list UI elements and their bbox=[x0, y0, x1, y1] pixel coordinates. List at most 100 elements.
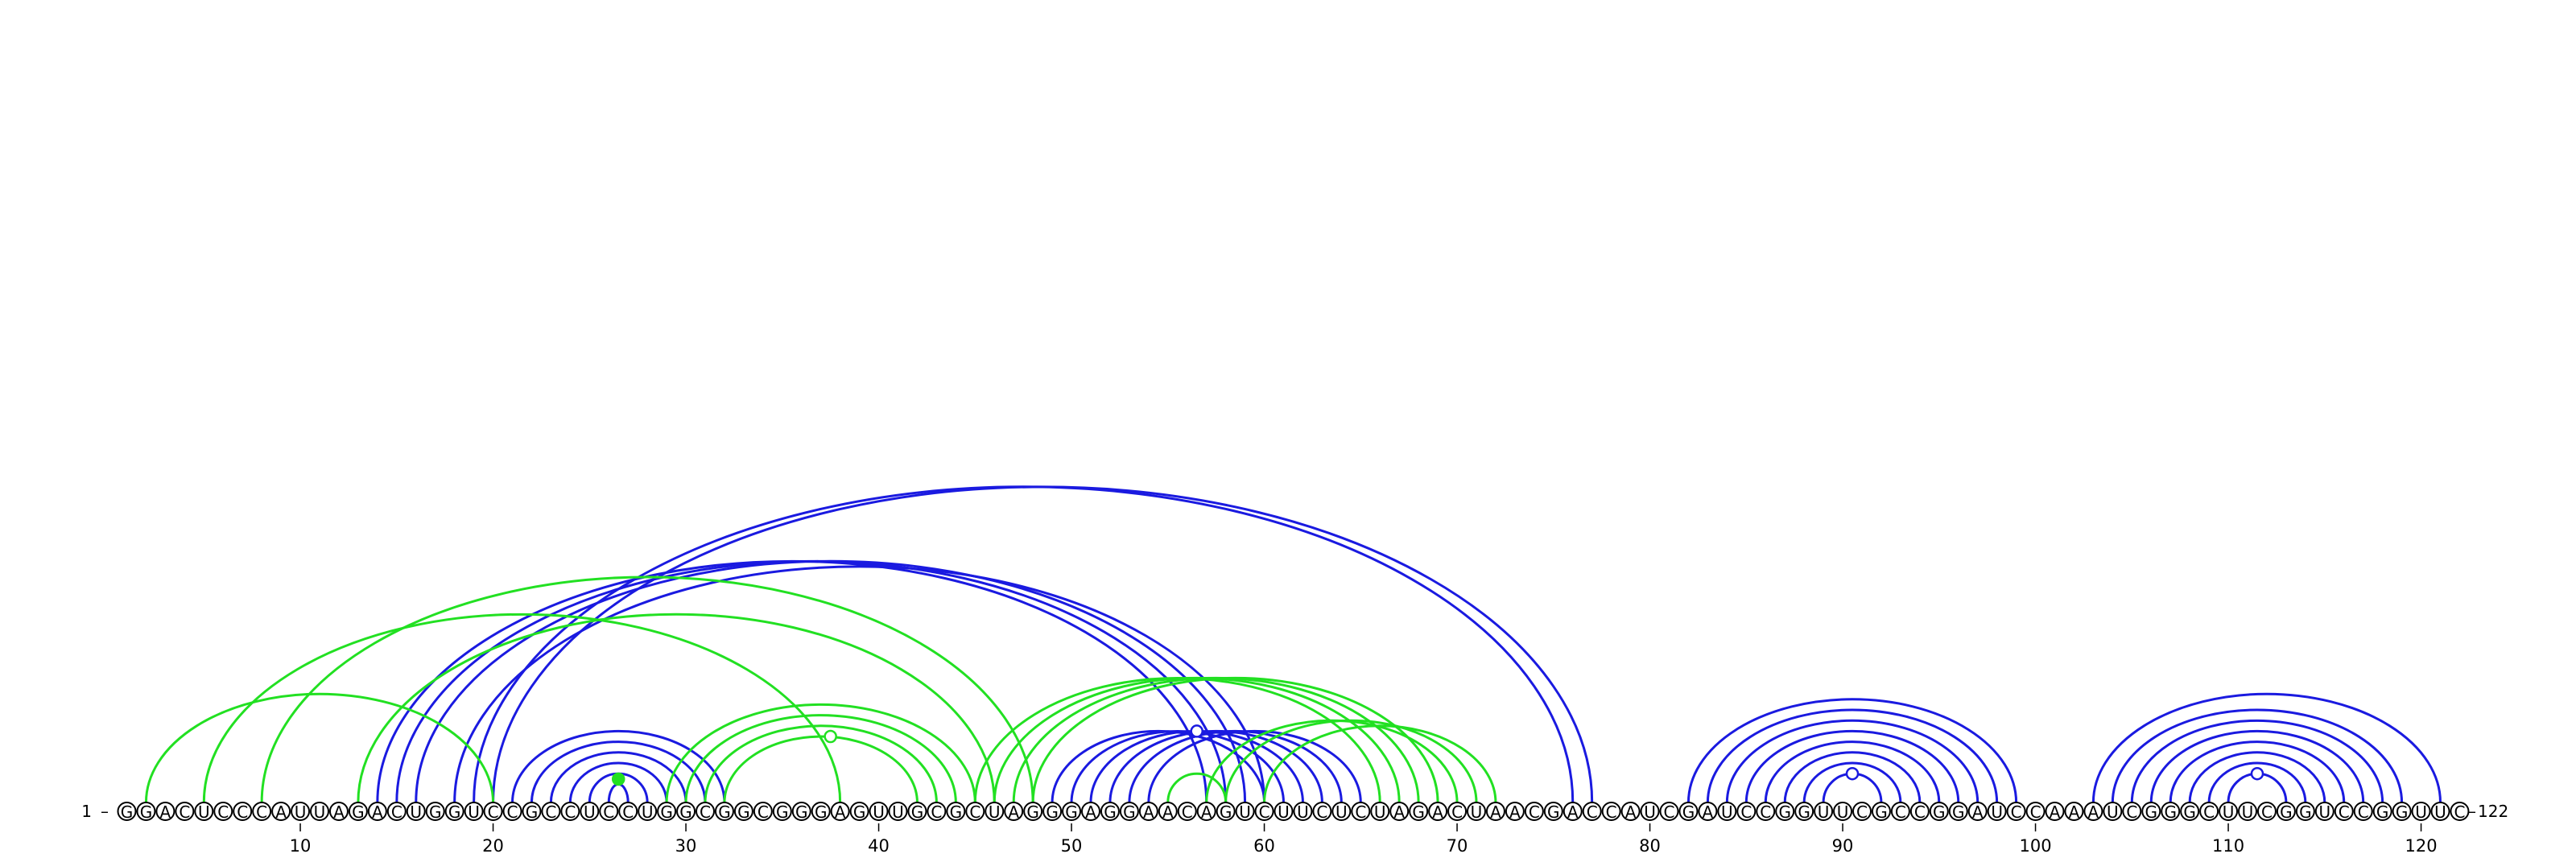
nucleotide-circle bbox=[733, 802, 753, 821]
nucleotide-letter: A bbox=[1162, 802, 1174, 822]
nucleotide-circle bbox=[425, 802, 445, 821]
nucleotide-letter: A bbox=[1703, 802, 1714, 822]
nucleotide-circle bbox=[1833, 802, 1853, 821]
nucleotide-circle bbox=[1871, 802, 1891, 821]
blue-arc-marker bbox=[1845, 766, 1860, 781]
nucleotide-letter: U bbox=[410, 802, 422, 822]
nucleotide-circle bbox=[1775, 802, 1795, 821]
blue-arc bbox=[1051, 729, 1266, 803]
nucleotide-letter: U bbox=[1721, 802, 1733, 822]
nucleotide-circle bbox=[1620, 802, 1641, 821]
nucleotide-letter: C bbox=[2030, 802, 2041, 822]
nucleotide-letter: C bbox=[179, 802, 190, 822]
nucleotide-letter: G bbox=[121, 802, 134, 822]
nucleotide-circle bbox=[830, 802, 850, 821]
nucleotide-circle bbox=[155, 802, 175, 821]
nucleotide-letter: U bbox=[198, 802, 210, 822]
nucleotide-letter: U bbox=[1837, 802, 1849, 822]
nucleotide-circle bbox=[946, 802, 966, 821]
nucleotide-circle bbox=[175, 802, 195, 821]
arc-markers bbox=[611, 724, 2264, 786]
nucleotide-letter: G bbox=[1046, 802, 1059, 822]
nucleotide-letter: G bbox=[1026, 802, 1039, 822]
nucleotide-circle bbox=[811, 802, 831, 821]
nucleotide-letter: C bbox=[237, 802, 248, 822]
nucleotide-letter: A bbox=[333, 802, 345, 822]
nucleotide-letter: A bbox=[1008, 802, 1019, 822]
nucleotide-letter: U bbox=[2318, 802, 2330, 822]
nucleotide-circle bbox=[1119, 802, 1139, 821]
blue-arc bbox=[2091, 692, 2442, 803]
nucleotide-circle bbox=[1042, 802, 1063, 821]
nucleotide-circle bbox=[386, 802, 407, 821]
blue-arc bbox=[1744, 729, 1960, 803]
nucleotide-letter: G bbox=[1798, 802, 1810, 822]
nucleotide-circle bbox=[1563, 802, 1583, 821]
nucleotide-circle bbox=[1235, 802, 1255, 821]
nucleotide-letter: G bbox=[2299, 802, 2312, 822]
nucleotide-circle bbox=[696, 802, 715, 821]
nucleotide-circle bbox=[252, 802, 272, 821]
blue-arc bbox=[1783, 751, 1922, 803]
nucleotide-circle bbox=[1659, 802, 1679, 821]
nucleotide-circle bbox=[2392, 802, 2412, 821]
nucleotide-circle bbox=[1062, 802, 1082, 821]
tick-label: 50 bbox=[1061, 836, 1083, 856]
nucleotide-circle bbox=[1389, 802, 1410, 821]
nucleotide-letter: U bbox=[584, 802, 596, 822]
nucleotide-circle bbox=[1370, 802, 1390, 821]
tick-label: 10 bbox=[290, 836, 312, 856]
nucleotide-circle bbox=[2025, 802, 2046, 821]
nucleotide-circle bbox=[2122, 802, 2142, 821]
nucleotide-circle bbox=[965, 802, 985, 821]
nucleotide-circle bbox=[1601, 802, 1621, 821]
nucleotide-letter: C bbox=[2358, 802, 2369, 822]
nucleotide-circle bbox=[1254, 802, 1274, 821]
nucleotide-letter: C bbox=[217, 802, 229, 822]
green-arc bbox=[144, 692, 495, 803]
nucleotide-circle bbox=[580, 802, 600, 821]
blue-arc bbox=[453, 565, 1266, 803]
nucleotide-letter: G bbox=[448, 802, 461, 822]
nucleotide-letter: A bbox=[1143, 802, 1154, 822]
nucleotide-letter: G bbox=[815, 802, 828, 822]
nucleotide-letter: U bbox=[1991, 802, 2003, 822]
nucleotide-circle bbox=[791, 802, 811, 821]
nucleotide-circle bbox=[1640, 802, 1660, 821]
nucleotide-circle bbox=[2219, 802, 2239, 821]
nucleotide-letter: G bbox=[1220, 802, 1232, 822]
nucleotide-circle bbox=[2180, 802, 2200, 821]
nucleotide-letter: G bbox=[795, 802, 808, 822]
nucleotide-letter: G bbox=[660, 802, 673, 822]
nucleotide-letter: C bbox=[2339, 802, 2350, 822]
blue-arc bbox=[2130, 719, 2384, 803]
nucleotide-circle bbox=[1138, 802, 1158, 821]
nucleotide-letter: C bbox=[969, 802, 980, 822]
nucleotide-letter: G bbox=[2183, 802, 2196, 822]
nucleotide-letter: A bbox=[160, 802, 171, 822]
nucleotide-circle bbox=[1004, 802, 1024, 821]
nucleotide-letter: A bbox=[1509, 802, 1521, 822]
blue-arc bbox=[1764, 740, 1941, 803]
nucleotide-circle bbox=[136, 802, 156, 821]
nucleotide-circle bbox=[367, 802, 387, 821]
nucleotide-letter: C bbox=[507, 802, 518, 822]
tick-label: 70 bbox=[1447, 836, 1468, 856]
nucleotide-letter: C bbox=[391, 802, 402, 822]
blue-arc bbox=[492, 485, 1594, 803]
nucleotide-letter: G bbox=[911, 802, 924, 822]
nucleotide-circle bbox=[2064, 802, 2084, 821]
green-arc-marker bbox=[611, 772, 625, 786]
nucleotide-circle bbox=[888, 802, 908, 821]
nucleotide-circle bbox=[310, 802, 329, 821]
sequence-end-dash: – bbox=[2468, 802, 2476, 821]
nucleotide-circle bbox=[233, 802, 253, 821]
nucleotide-circle bbox=[676, 802, 696, 821]
tick-label: 120 bbox=[2405, 836, 2438, 856]
nucleotide-letter: G bbox=[1778, 802, 1791, 822]
nucleotide-letter: G bbox=[1547, 802, 1560, 822]
nucleotide-letter: A bbox=[1625, 802, 1637, 822]
nucleotide-circle bbox=[2103, 802, 2123, 821]
nucleotide-circle bbox=[1467, 802, 1486, 821]
nucleotide-circle bbox=[907, 802, 927, 821]
